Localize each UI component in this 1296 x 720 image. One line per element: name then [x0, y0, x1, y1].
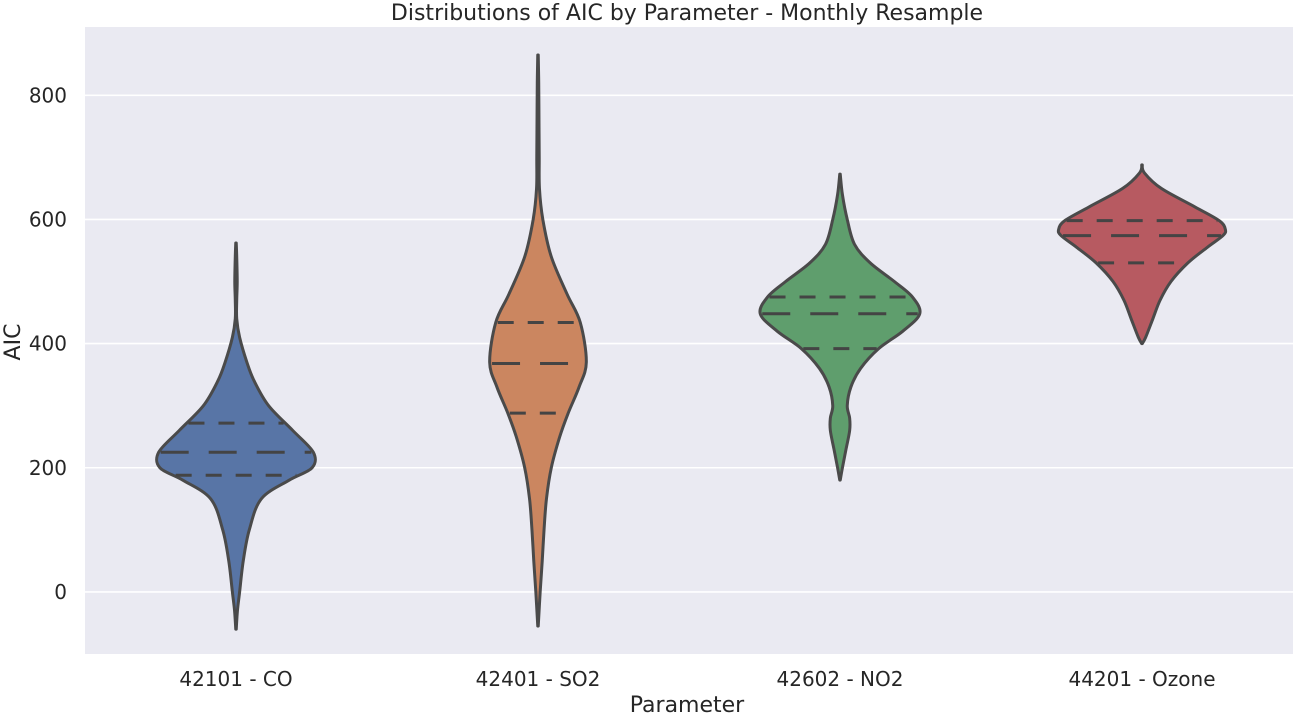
y-tick-label: 800: [29, 83, 67, 107]
y-tick-label: 400: [29, 332, 67, 356]
y-axis-label: AIC: [1, 324, 26, 361]
x-axis-label: Parameter: [630, 693, 745, 718]
y-tick-label: 0: [54, 580, 67, 604]
x-tick-label: 42602 - NO2: [777, 667, 904, 691]
violin-body: [758, 172, 922, 482]
chart-title: Distributions of AIC by Parameter - Mont…: [391, 1, 983, 26]
plot-background: [85, 27, 1293, 654]
violin-body: [155, 241, 317, 631]
x-tick-label: 42401 - SO2: [476, 667, 601, 691]
x-tick-labels: 42101 - CO 42401 - SO2 42602 - NO2 44201 - …: [179, 667, 1215, 691]
violins: [155, 53, 1228, 631]
violin-body: [1056, 163, 1228, 346]
x-tick-label: 44201 - Ozone: [1068, 667, 1215, 691]
y-tick-label: 600: [29, 207, 67, 231]
x-tick-label: 42101 - CO: [179, 667, 292, 691]
violin-body: [488, 53, 588, 628]
y-tick-labels: 0 200 400 600 800: [29, 83, 67, 604]
y-tick-label: 200: [29, 456, 67, 480]
